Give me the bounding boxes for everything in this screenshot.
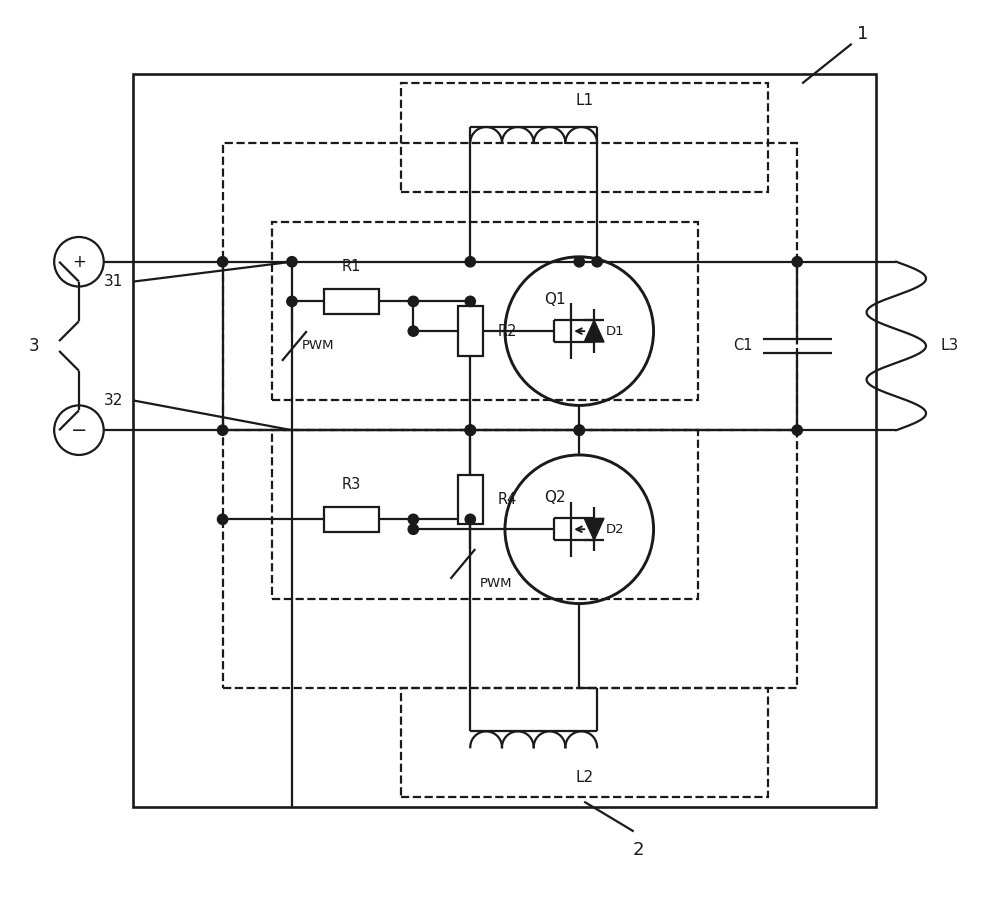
- Circle shape: [465, 256, 475, 267]
- Circle shape: [574, 425, 584, 436]
- Circle shape: [574, 425, 584, 436]
- Circle shape: [574, 256, 584, 267]
- Circle shape: [408, 524, 418, 535]
- Bar: [401, 84, 768, 193]
- Circle shape: [217, 514, 228, 525]
- Text: R2: R2: [498, 324, 518, 338]
- Text: 3: 3: [29, 337, 39, 355]
- Text: 1: 1: [857, 25, 868, 43]
- Text: Q2: Q2: [544, 491, 565, 505]
- Text: R4: R4: [498, 492, 517, 507]
- Polygon shape: [584, 320, 604, 342]
- Circle shape: [217, 256, 228, 267]
- Text: L2: L2: [575, 770, 593, 785]
- Bar: [401, 688, 768, 796]
- Circle shape: [465, 296, 475, 307]
- Circle shape: [217, 425, 228, 436]
- Circle shape: [408, 296, 418, 307]
- Text: PWM: PWM: [480, 577, 513, 590]
- Circle shape: [408, 514, 418, 525]
- Circle shape: [465, 425, 475, 436]
- Circle shape: [592, 256, 602, 267]
- Text: Q1: Q1: [544, 292, 565, 307]
- Bar: [458, 475, 483, 525]
- Bar: [272, 222, 698, 400]
- Text: 31: 31: [104, 274, 123, 289]
- Text: R3: R3: [342, 477, 361, 491]
- Circle shape: [408, 326, 418, 337]
- Text: C1: C1: [733, 338, 753, 354]
- Bar: [223, 430, 797, 688]
- Text: L1: L1: [575, 94, 593, 108]
- Circle shape: [792, 256, 802, 267]
- Text: D1: D1: [606, 325, 625, 338]
- Text: R1: R1: [342, 258, 361, 274]
- Text: 2: 2: [633, 842, 644, 859]
- Bar: [272, 430, 698, 598]
- Text: −: −: [71, 420, 87, 440]
- Circle shape: [465, 425, 475, 436]
- Text: +: +: [72, 253, 86, 271]
- Circle shape: [287, 296, 297, 307]
- Bar: [133, 74, 876, 806]
- Text: PWM: PWM: [302, 339, 334, 353]
- Circle shape: [287, 256, 297, 267]
- Bar: [324, 289, 379, 314]
- Circle shape: [465, 425, 475, 436]
- Bar: [458, 306, 483, 356]
- Text: D2: D2: [606, 523, 625, 536]
- Circle shape: [792, 425, 802, 436]
- Circle shape: [465, 514, 475, 525]
- Polygon shape: [584, 518, 604, 540]
- Text: 32: 32: [104, 393, 123, 408]
- Bar: [324, 507, 379, 532]
- Text: L3: L3: [941, 338, 959, 354]
- Bar: [223, 143, 797, 430]
